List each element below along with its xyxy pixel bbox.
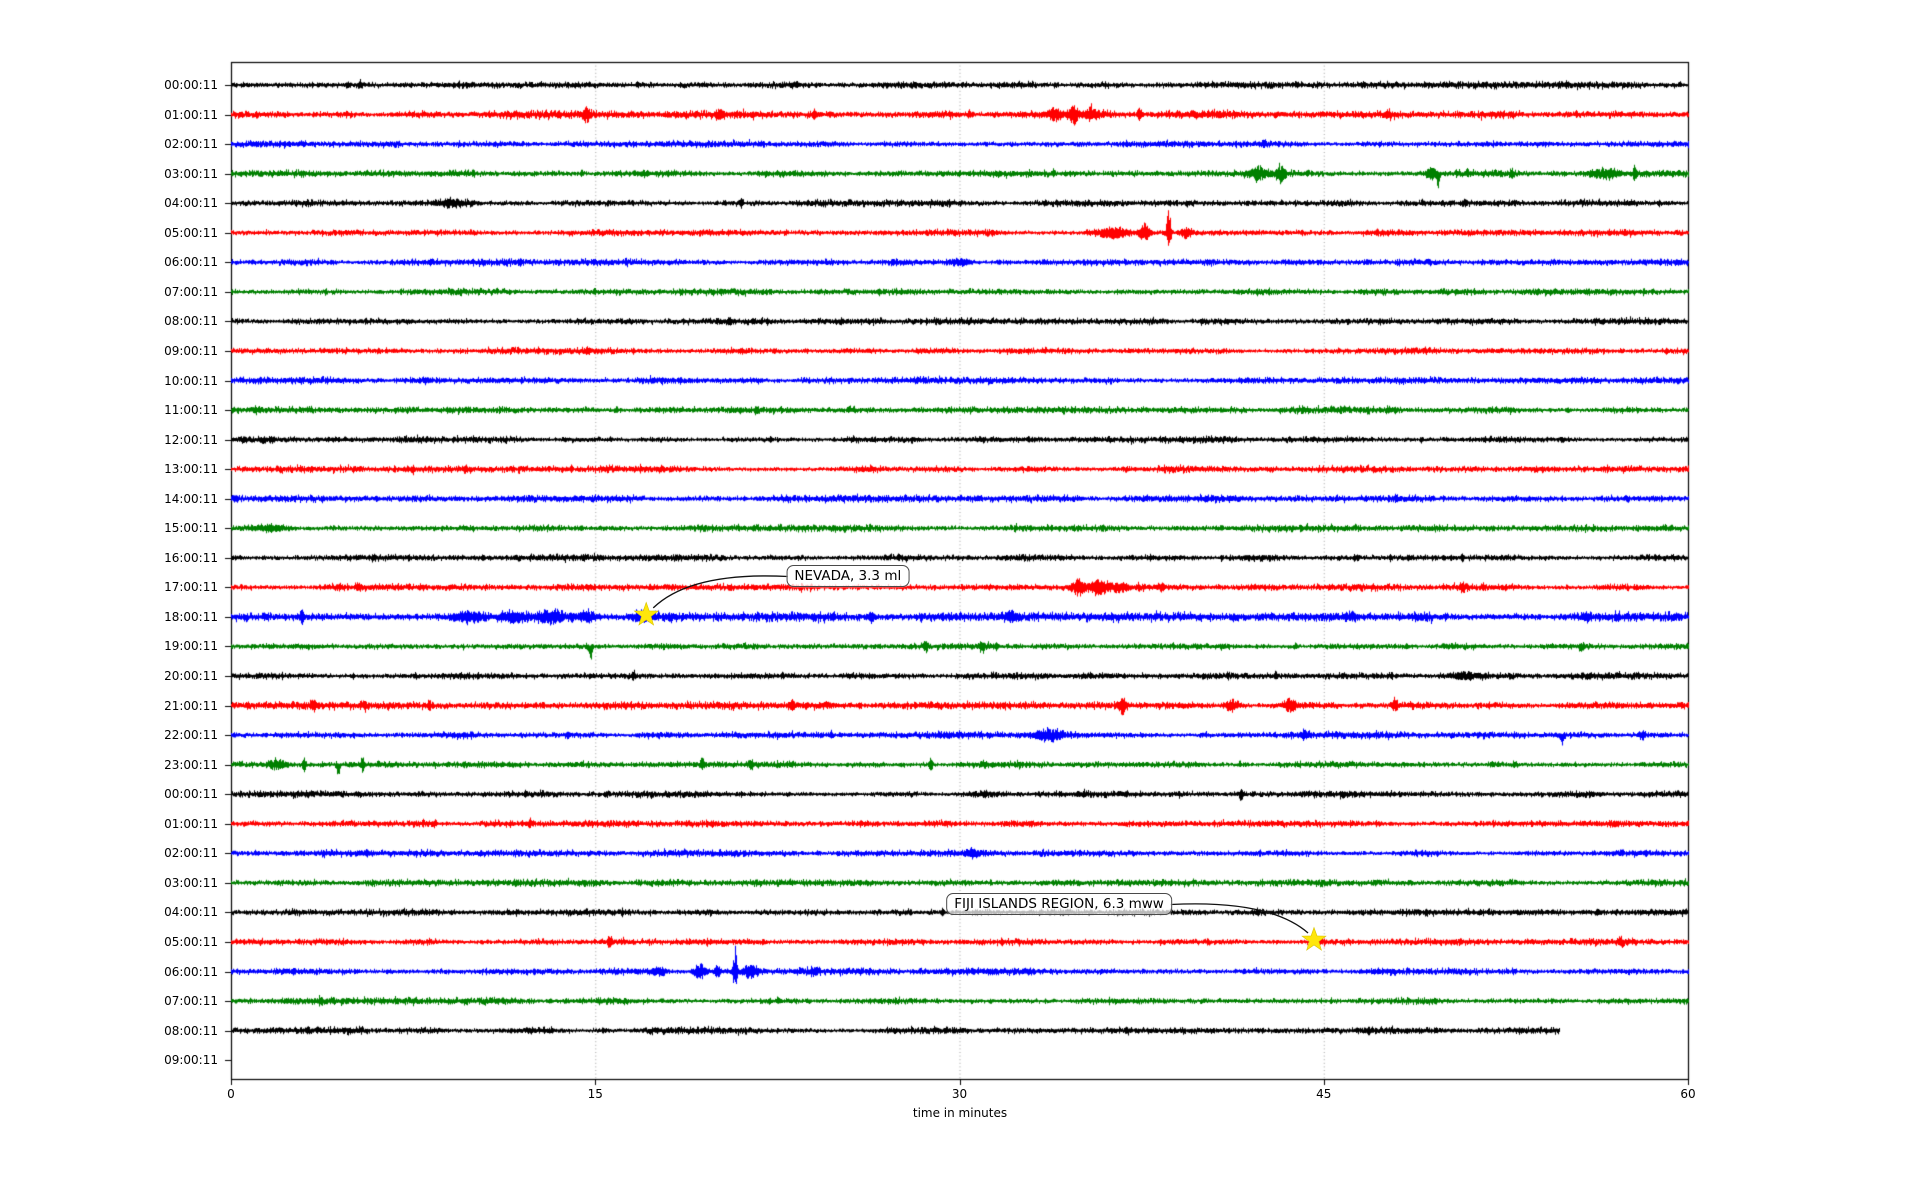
y-tick-label: 04:00:11: [164, 905, 218, 920]
x-tick-label: 45: [1316, 1087, 1332, 1101]
y-tick-label: 04:00:11: [164, 196, 218, 211]
event-label-fiji: FIJI ISLANDS REGION, 6.3 mww: [946, 892, 1172, 915]
y-tick-label: 16:00:11: [164, 550, 218, 565]
event-label-text: FIJI ISLANDS REGION, 6.3 mww: [954, 895, 1164, 912]
y-tick-label: 14:00:11: [164, 491, 218, 506]
y-tick-label: 17:00:11: [164, 580, 218, 595]
y-tick-label: 13:00:11: [164, 462, 218, 477]
y-tick-label: 12:00:11: [164, 432, 218, 447]
event-label-text: NEVADA, 3.3 ml: [794, 567, 902, 584]
y-tick-label: 00:00:11: [164, 787, 218, 802]
x-axis-title: time in minutes: [912, 1106, 1008, 1120]
y-tick-label: 06:00:11: [164, 964, 218, 979]
y-tick-label: 02:00:11: [164, 846, 218, 861]
y-tick-label: 00:00:11: [164, 78, 218, 92]
y-tick-label: 07:00:11: [164, 994, 218, 1009]
x-tick-label: 0: [227, 1087, 235, 1101]
y-tick-label: 10:00:11: [164, 373, 218, 388]
y-tick-label: 02:00:11: [164, 137, 218, 152]
y-tick-label: 19:00:11: [164, 639, 218, 654]
event-label-nevada: NEVADA, 3.3 ml: [786, 564, 910, 587]
y-tick-label: 23:00:11: [164, 757, 218, 772]
y-tick-label: 05:00:11: [164, 934, 218, 949]
y-tick-label: 11:00:11: [164, 403, 218, 418]
y-tick-label: 01:00:11: [164, 107, 218, 122]
y-tick-label: 08:00:11: [164, 1023, 218, 1038]
y-tick-label: 06:00:11: [164, 255, 218, 270]
y-tick-label: 22:00:11: [164, 728, 218, 743]
y-tick-label: 01:00:11: [164, 816, 218, 831]
y-tick-label: 03:00:11: [164, 166, 218, 181]
y-tick-label: 03:00:11: [164, 875, 218, 890]
y-tick-label: 09:00:11: [164, 1053, 218, 1068]
y-tick-label: 21:00:11: [164, 698, 218, 713]
x-tick-label: 60: [1680, 1087, 1696, 1101]
x-tick-label: 15: [587, 1087, 603, 1101]
y-tick-label: 07:00:11: [164, 284, 218, 299]
y-tick-label: 20:00:11: [164, 669, 218, 683]
y-tick-label: 15:00:11: [164, 521, 218, 536]
x-tick-label: 30: [951, 1087, 968, 1101]
y-tick-label: 18:00:11: [164, 609, 218, 624]
y-tick-label: 08:00:11: [164, 314, 218, 329]
y-tick-label: 09:00:11: [164, 343, 218, 358]
y-tick-label: 05:00:11: [164, 225, 218, 240]
